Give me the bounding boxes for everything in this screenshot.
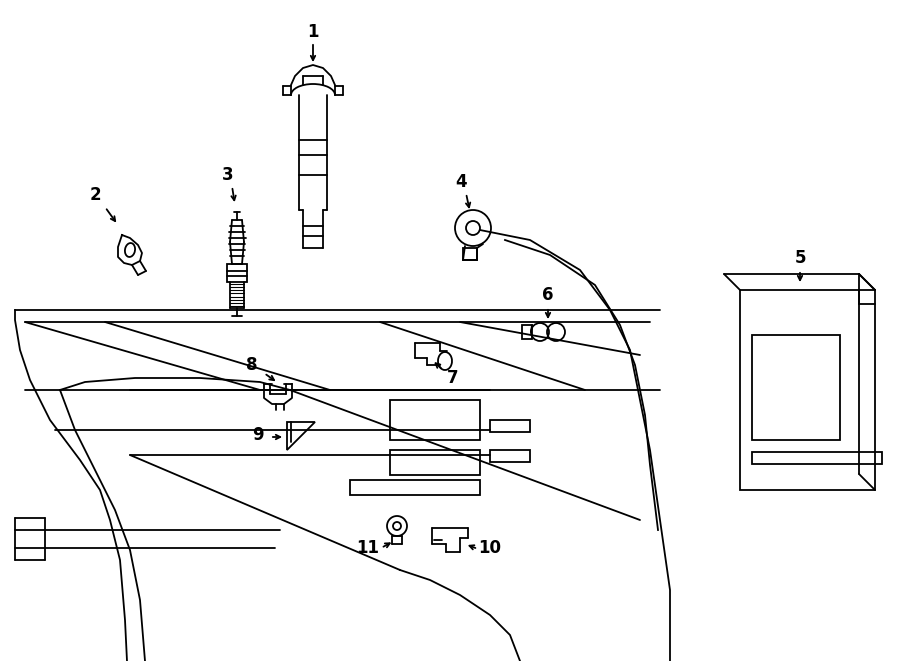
Text: 7: 7 bbox=[447, 369, 459, 387]
Bar bbox=[390, 400, 480, 440]
Bar bbox=[390, 450, 480, 475]
Text: 8: 8 bbox=[247, 356, 257, 374]
Text: 2: 2 bbox=[89, 186, 101, 204]
Text: 11: 11 bbox=[356, 539, 380, 557]
Text: 1: 1 bbox=[307, 23, 319, 41]
Bar bbox=[490, 420, 530, 432]
Text: 4: 4 bbox=[455, 173, 467, 191]
Text: 3: 3 bbox=[222, 166, 234, 184]
Text: 6: 6 bbox=[542, 286, 554, 304]
Bar bbox=[490, 450, 530, 462]
Bar bbox=[227, 264, 247, 282]
Text: 5: 5 bbox=[794, 249, 806, 267]
Bar bbox=[350, 480, 480, 495]
Bar bbox=[740, 290, 875, 490]
Bar bbox=[522, 325, 532, 339]
Bar bbox=[752, 452, 882, 464]
Bar bbox=[752, 335, 840, 440]
Text: 9: 9 bbox=[252, 426, 264, 444]
Bar bbox=[463, 248, 477, 260]
Text: 10: 10 bbox=[479, 539, 501, 557]
